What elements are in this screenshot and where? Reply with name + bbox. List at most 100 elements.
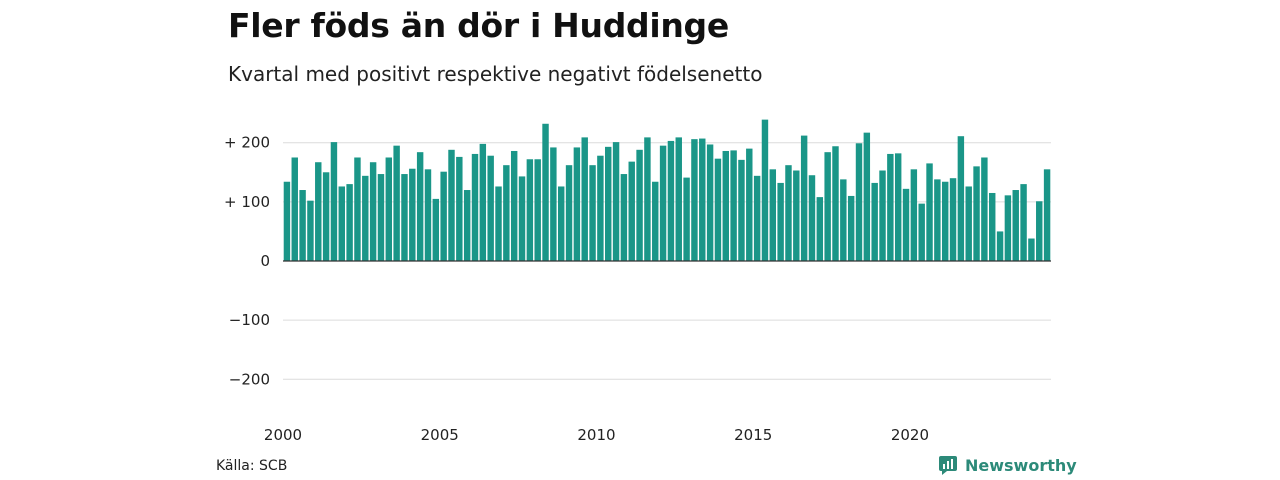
bar: 2008 K1: 172 xyxy=(534,159,541,261)
bar: 2017 K1: 108 xyxy=(816,197,824,261)
bar: 2003 K2: 175 xyxy=(385,157,393,261)
bar: 2008 K4: 126 xyxy=(557,186,565,261)
bar: 2001 K1: 167 xyxy=(315,162,322,261)
bar: 2015 K4: 132 xyxy=(777,182,784,261)
bar: 2023 K3: 130 xyxy=(1020,184,1027,261)
x-tick-label: 2005 xyxy=(421,426,459,444)
x-tick-label: 2020 xyxy=(891,426,929,444)
bar: 2013 K4: 173 xyxy=(714,158,722,261)
bar: 2020 K4: 138 xyxy=(934,179,941,261)
bar: 2005 K2: 188 xyxy=(448,149,455,261)
bar: 2019 K4: 122 xyxy=(902,188,910,261)
y-tick-label: 0 xyxy=(260,252,270,270)
y-tick-label: + 200 xyxy=(224,134,270,152)
bar: 2015 K1: 144 xyxy=(753,175,761,261)
bar: 2018 K2: 199 xyxy=(855,143,863,261)
chart-subtitle: Kvartal med positivt respektive negativt… xyxy=(228,62,763,86)
bar: 2004 K2: 184 xyxy=(416,152,424,261)
bar: 2024 K2: 155 xyxy=(1043,169,1051,261)
bar: 2010 K2: 193 xyxy=(605,146,612,261)
bar: 2016 K2: 153 xyxy=(793,170,800,261)
y-axis-labels: + 200 + 100 0 −100 −200 xyxy=(224,134,270,389)
bar: 2000 K4: 102 xyxy=(307,200,314,261)
bar: 2024 K1: 101 xyxy=(1036,201,1043,261)
bar: 2000 K2: 175 xyxy=(291,157,298,261)
bar: 2023 K4: 38 xyxy=(1028,238,1035,261)
bar: 2020 K3: 165 xyxy=(926,163,933,261)
bar: 2001 K4: 126 xyxy=(338,186,345,261)
bar: 2016 K4: 145 xyxy=(808,175,816,261)
bar: 2011 K4: 134 xyxy=(652,181,659,261)
bar: 2014 K1: 186 xyxy=(722,150,729,261)
x-tick-label: 2000 xyxy=(264,426,302,444)
bar: 2010 K1: 178 xyxy=(597,155,604,261)
bar: 2009 K2: 192 xyxy=(573,147,581,261)
bar: 2016 K1: 162 xyxy=(785,165,792,261)
x-tick-label: 2010 xyxy=(577,426,615,444)
source-note: Källa: SCB xyxy=(216,458,288,474)
bar: 2014 K2: 187 xyxy=(730,150,737,261)
bar: 2013 K3: 197 xyxy=(706,144,714,261)
bar: 2009 K4: 162 xyxy=(589,165,596,261)
bar: 2013 K2: 207 xyxy=(699,138,706,261)
y-tick-label: −100 xyxy=(229,311,270,329)
bar: 2020 K1: 155 xyxy=(910,169,918,261)
bar: 2012 K1: 195 xyxy=(659,145,667,261)
bar: 2018 K3: 217 xyxy=(863,132,871,261)
bar: 2011 K2: 188 xyxy=(636,149,643,261)
bar: 2001 K2: 150 xyxy=(322,172,330,261)
bar: 2008 K2: 232 xyxy=(542,123,549,262)
bar: 2021 K2: 140 xyxy=(949,178,957,261)
chart-title: Fler föds än dör i Huddinge xyxy=(228,6,729,45)
x-axis-labels: 2000 2005 2010 2015 2020 xyxy=(264,426,929,444)
bar: 2014 K4: 190 xyxy=(746,148,753,261)
bar: 2022 K3: 115 xyxy=(989,192,996,261)
bar: 2007 K3: 143 xyxy=(518,176,526,261)
bar: 2009 K1: 162 xyxy=(565,165,573,261)
bar: 2008 K3: 192 xyxy=(550,147,557,261)
bar: 2011 K1: 168 xyxy=(628,161,635,261)
x-tick-label: 2015 xyxy=(734,426,772,444)
bar: 2020 K2: 97 xyxy=(918,203,925,261)
y-tick-label: + 100 xyxy=(224,193,270,211)
bar: 2003 K1: 147 xyxy=(377,174,385,261)
bar: 2013 K1: 206 xyxy=(691,139,698,261)
bar: 2012 K2: 203 xyxy=(667,140,675,261)
bar: 2018 K4: 132 xyxy=(871,182,878,261)
bar: 2015 K2: 239 xyxy=(761,119,769,261)
bar: 2019 K3: 182 xyxy=(894,153,902,261)
bar: 2004 K1: 156 xyxy=(409,168,416,261)
brand-logo: Newsworthy xyxy=(938,455,1077,475)
bar: 2011 K3: 209 xyxy=(644,137,651,261)
bar: 2022 K2: 175 xyxy=(981,157,988,261)
bar: 2006 K2: 198 xyxy=(479,143,487,261)
bar: 2005 K3: 176 xyxy=(456,156,463,261)
bar: 2003 K4: 147 xyxy=(401,174,408,261)
bar: 2017 K4: 138 xyxy=(840,179,847,261)
bar: 2004 K3: 155 xyxy=(424,169,432,261)
bar: 2000 K3: 120 xyxy=(299,190,306,261)
bar: 2007 K1: 162 xyxy=(503,165,510,261)
bar: 2007 K4: 172 xyxy=(526,159,534,261)
bars: 2000 K1: 1342000 K2: 1752000 K3: 1202000… xyxy=(283,119,1051,262)
bar: 2014 K3: 171 xyxy=(738,159,745,261)
bar: 2021 K4: 126 xyxy=(965,186,972,261)
bar: 2003 K3: 195 xyxy=(393,145,400,261)
bar: 2021 K1: 134 xyxy=(941,181,949,261)
newsworthy-icon xyxy=(939,456,957,475)
bar: 2021 K3: 211 xyxy=(957,136,965,261)
bar: 2006 K4: 126 xyxy=(495,186,502,261)
bar: 2012 K3: 209 xyxy=(675,137,682,261)
bar: 2010 K3: 201 xyxy=(612,142,620,261)
bar: 2006 K1: 181 xyxy=(471,153,479,261)
bar: 2005 K4: 120 xyxy=(463,190,471,261)
bar: 2023 K2: 120 xyxy=(1012,190,1019,261)
bar: 2019 K1: 153 xyxy=(879,170,886,261)
bar: 2005 K1: 151 xyxy=(440,171,447,261)
bar: 2007 K2: 186 xyxy=(510,150,518,261)
bar: 2017 K3: 194 xyxy=(832,146,839,261)
